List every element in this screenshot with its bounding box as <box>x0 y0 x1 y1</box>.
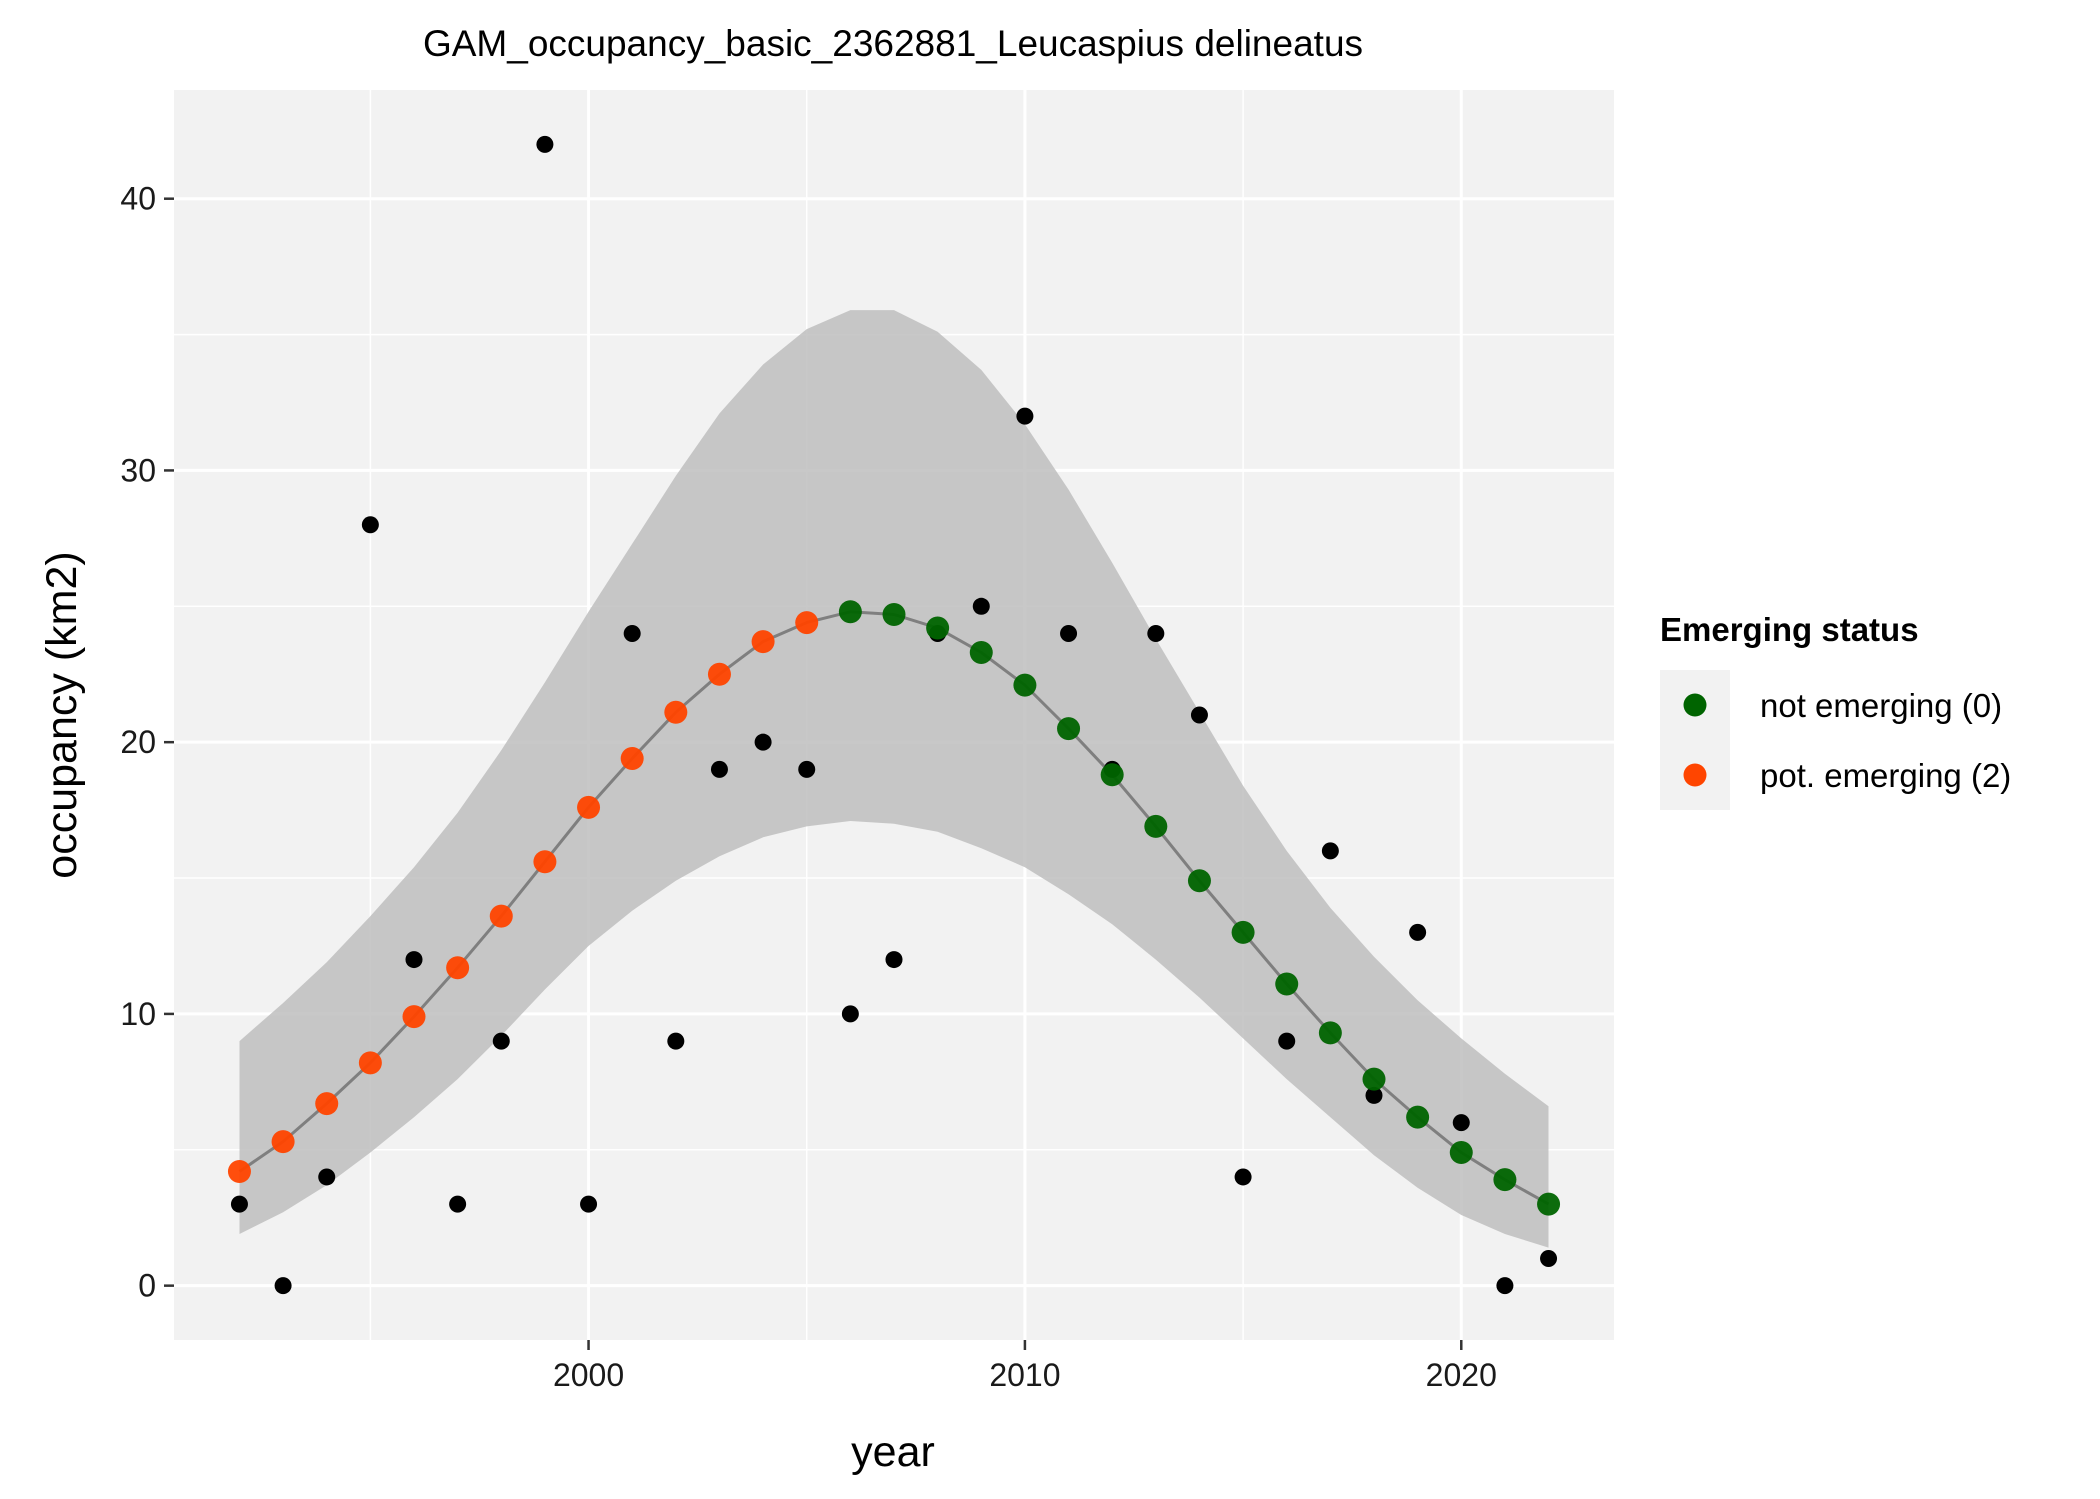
fit-point-not-emerging <box>1187 869 1211 893</box>
observed-point <box>1060 624 1078 642</box>
fit-point-pot-emerging <box>358 1051 382 1075</box>
fit-point-not-emerging <box>1318 1021 1342 1045</box>
fit-point-not-emerging <box>1406 1105 1430 1129</box>
fit-point-not-emerging <box>1537 1192 1561 1216</box>
x-tick-label: 2020 <box>1426 1357 1497 1393</box>
fit-point-not-emerging <box>1100 763 1124 787</box>
fit-point-not-emerging <box>1449 1141 1473 1164</box>
y-tick-label: 0 <box>138 1268 156 1304</box>
fit-point-not-emerging <box>1231 920 1255 944</box>
fit-point-pot-emerging <box>402 1005 426 1029</box>
chart-title: GAM_occupancy_basic_2362881_Leucaspius d… <box>423 23 1363 64</box>
observed-point <box>361 516 379 534</box>
observed-point <box>1190 706 1208 724</box>
legend-swatch-2 <box>1683 763 1707 787</box>
fit-point-not-emerging <box>1493 1168 1517 1192</box>
legend-label-2: pot. emerging (2) <box>1760 757 2011 794</box>
observed-point <box>1016 407 1034 425</box>
observed-point <box>710 760 728 778</box>
y-tick-label: 20 <box>120 724 156 760</box>
x-axis: 2000 2010 2020 <box>553 1340 1497 1393</box>
observed-point <box>1540 1249 1558 1267</box>
fit-point-not-emerging <box>1057 717 1081 741</box>
x-tick-label: 2010 <box>989 1357 1060 1393</box>
fit-point-not-emerging <box>1362 1067 1386 1091</box>
fitted-status-points <box>227 600 1561 1216</box>
observed-point <box>274 1277 292 1295</box>
fit-point-not-emerging <box>882 602 906 626</box>
observed-point <box>1234 1168 1252 1186</box>
fit-point-pot-emerging <box>751 630 775 654</box>
observed-point <box>1147 624 1165 642</box>
fit-point-not-emerging <box>926 616 950 640</box>
observed-point <box>536 135 554 153</box>
y-tick-label: 10 <box>120 996 156 1032</box>
fit-point-not-emerging <box>838 600 862 624</box>
observed-point <box>1452 1114 1470 1132</box>
fit-point-pot-emerging <box>620 746 644 770</box>
legend-label-0: not emerging (0) <box>1760 687 2002 724</box>
observed-point <box>1496 1277 1514 1295</box>
observed-point <box>841 1005 859 1023</box>
confidence-ribbon <box>239 310 1549 1248</box>
y-axis: 0 10 20 30 40 <box>120 181 174 1304</box>
legend: Emerging status not emerging (0) pot. eme… <box>1660 611 2011 810</box>
observed-point <box>230 1195 248 1213</box>
fit-point-not-emerging <box>1144 814 1168 838</box>
y-tick-label: 40 <box>120 181 156 217</box>
observed-point <box>1321 842 1339 860</box>
observed-point <box>885 951 903 969</box>
observed-point <box>667 1032 685 1050</box>
legend-items: not emerging (0) pot. emerging (2) <box>1660 670 2011 810</box>
fit-point-not-emerging <box>1275 972 1299 996</box>
observed-point <box>972 597 990 615</box>
observed-point <box>318 1168 336 1186</box>
y-axis-title: occupancy (km2) <box>38 551 86 878</box>
legend-title: Emerging status <box>1660 611 1919 648</box>
y-tick-label: 30 <box>120 452 156 488</box>
observed-point <box>492 1032 510 1050</box>
fit-point-pot-emerging <box>577 795 601 819</box>
observed-point <box>798 760 816 778</box>
observed-point <box>405 951 423 969</box>
fit-point-pot-emerging <box>795 611 819 635</box>
fit-point-pot-emerging <box>315 1092 339 1116</box>
observed-point <box>1365 1086 1383 1104</box>
fit-point-not-emerging <box>969 641 993 664</box>
fit-point-pot-emerging <box>533 850 557 874</box>
fit-point-pot-emerging <box>446 956 470 980</box>
observed-point <box>580 1195 598 1213</box>
observed-point <box>1278 1032 1296 1050</box>
observed-point <box>623 624 641 642</box>
fit-point-pot-emerging <box>227 1160 251 1184</box>
x-axis-title: year <box>851 1428 935 1476</box>
observed-point <box>754 733 772 751</box>
fit-point-pot-emerging <box>664 700 688 724</box>
fit-point-pot-emerging <box>271 1130 295 1154</box>
fit-point-not-emerging <box>1013 673 1037 697</box>
observed-point <box>449 1195 467 1213</box>
fit-point-pot-emerging <box>489 904 513 928</box>
fit-point-pot-emerging <box>707 662 731 686</box>
x-tick-label: 2000 <box>553 1357 624 1393</box>
observed-point <box>1409 923 1427 941</box>
legend-swatch-0 <box>1683 693 1707 717</box>
